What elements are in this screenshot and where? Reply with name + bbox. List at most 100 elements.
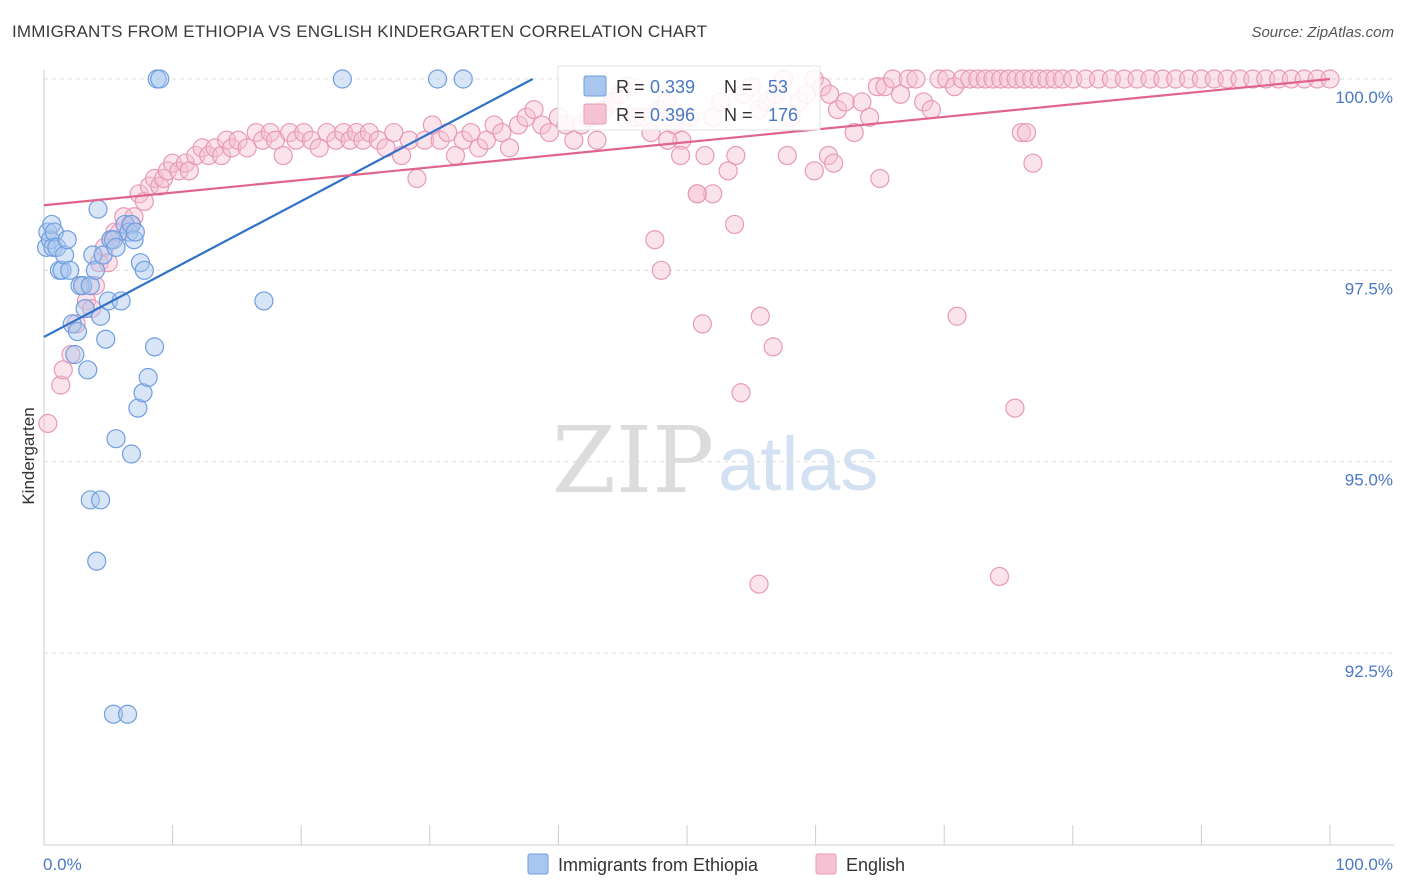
bottom-legend-label-english: English [846,855,905,875]
point-english-180 [870,168,890,189]
point-english-77 [539,122,559,143]
point-english-173 [750,306,770,326]
point-english-68 [469,138,489,158]
point-english-181 [947,306,967,326]
point-english-57 [384,122,404,143]
watermark-atlas: atlas [718,422,879,507]
point-ethiopia-25 [96,329,116,349]
point-english-139 [1022,69,1042,89]
legend-r-value-english: 0.396 [650,105,695,125]
point-ethiopia-48 [121,444,142,464]
point-english-94 [672,130,692,150]
point-ethiopia-43 [150,69,170,89]
point-ethiopia-3 [42,214,62,235]
point-english-70 [484,115,504,135]
point-ethiopia-9 [54,245,75,265]
point-english-128 [937,69,957,89]
point-english-127 [929,69,949,89]
legend-swatch-english [583,103,607,125]
point-english-83 [587,130,607,150]
point-ethiopia-16 [72,276,93,296]
point-english-130 [952,69,972,89]
axes [43,70,1394,846]
bottom-legend-swatch-ethiopia [527,853,549,875]
point-ethiopia-45 [90,490,111,510]
point-english-136 [998,69,1019,89]
point-ethiopia-47 [106,429,126,449]
y-tick-label-0: 100.0% [1335,88,1393,107]
point-ethiopia-39 [134,260,154,280]
point-english-124 [906,69,926,89]
point-ethiopia-41 [144,337,165,357]
point-english-129 [944,77,965,97]
point-english-66 [453,130,473,150]
point-english-53 [353,130,373,150]
point-ethiopia-28 [103,230,124,250]
point-ethiopia-38 [133,383,153,403]
trendlines [43,77,1331,338]
point-english-185 [1023,153,1043,173]
watermark: ZIP atlas [552,407,879,514]
point-english-140 [1029,69,1049,89]
point-english-187 [989,566,1010,587]
watermark-zip: ZIP [552,407,714,514]
point-english-137 [1006,69,1026,89]
point-english-101 [726,145,746,166]
point-english-132 [968,69,988,89]
point-english-71 [492,122,512,143]
series-english-points [38,69,1340,594]
source-credit: Source: ZipAtlas.com [1251,24,1394,41]
point-ethiopia-20 [83,245,103,265]
point-english-33 [211,145,232,166]
point-english-49 [326,130,346,150]
point-english-35 [222,138,242,158]
point-english-100 [718,161,738,181]
point-english-183 [1011,122,1031,143]
point-ethiopia-6 [47,237,67,257]
point-english-80 [564,130,584,150]
point-ethiopia-53 [427,69,448,89]
point-english-133 [975,69,995,89]
point-english-122 [890,84,911,104]
point-english-126 [921,100,941,120]
point-english-73 [508,115,529,135]
bottom-legend-swatch-english [815,853,837,875]
point-english-72 [499,138,520,158]
y-tick-label-3: 92.5% [1345,662,1393,681]
point-english-44 [286,130,306,150]
point-english-1 [51,375,71,395]
point-ethiopia-8 [52,260,72,280]
point-english-97 [695,145,715,166]
point-english-63 [430,130,450,150]
point-ethiopia-46 [87,551,107,571]
chart-title: IMMIGRANTS FROM ETHIOPIA VS ENGLISH KIND… [12,22,708,41]
point-ethiopia-21 [85,260,106,280]
point-english-114 [827,100,848,120]
point-english-46 [301,130,322,150]
point-english-113 [820,84,840,104]
point-ethiopia-14 [67,321,88,342]
point-english-120 [875,77,895,97]
point-ethiopia-19 [80,276,100,296]
point-ethiopia-11 [60,260,80,280]
point-english-166 [670,145,691,166]
point-ethiopia-36 [128,398,148,418]
point-english-45 [294,122,314,143]
point-english-169 [645,230,665,250]
point-english-75 [524,100,544,120]
point-english-125 [914,92,934,112]
x-tick-label-0: 0.0% [43,855,82,874]
point-english-184 [1016,122,1037,143]
point-ethiopia-29 [106,237,126,257]
point-english-175 [731,383,751,403]
y-tick-label-2: 95.0% [1345,471,1393,490]
legend-r-value-ethiopia: 0.339 [650,77,695,97]
y-tick-label-1: 97.5% [1345,279,1393,298]
point-english-168 [651,260,671,280]
point-english-117 [852,92,872,112]
tick-labels: 100.0% 97.5% 95.0% 92.5% 0.0% 100.0% [43,88,1393,874]
point-english-76 [532,115,552,135]
point-english-170 [687,184,707,204]
point-english-38 [246,122,266,143]
